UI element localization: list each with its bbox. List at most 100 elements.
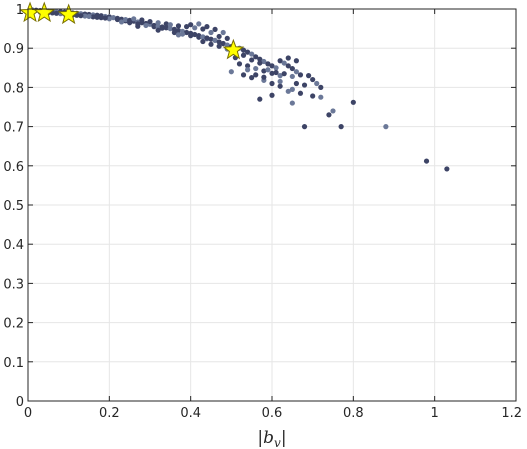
scatter-point: [143, 22, 149, 29]
scatter-point: [147, 18, 153, 25]
y-tick-label: 0: [16, 395, 24, 410]
y-tick-label: 0.1: [3, 356, 24, 371]
scatter-point: [204, 24, 210, 30]
y-tick-label: 0.8: [3, 81, 24, 96]
scatter-point: [273, 69, 279, 76]
scatter-point: [310, 93, 316, 99]
scatter-point: [293, 69, 299, 75]
scatter-point: [289, 73, 295, 80]
scatter-point: [236, 61, 243, 67]
scatter-point: [285, 55, 291, 61]
scatter-point: [314, 80, 320, 87]
scatter-point: [277, 58, 283, 64]
scatter-point: [240, 52, 247, 58]
y-tick-label: 0.7: [3, 121, 24, 136]
scatter-point: [277, 83, 283, 89]
scatter-point: [82, 13, 88, 19]
scatter-point: [155, 23, 161, 29]
scatter-point: [212, 37, 218, 43]
x-tick-label: 0.6: [262, 406, 283, 421]
scatter-point: [306, 73, 312, 79]
scatter-point: [94, 14, 100, 20]
x-tick-label: 0.4: [180, 406, 201, 421]
scatter-point: [139, 17, 145, 23]
scatter-point: [350, 99, 356, 105]
scatter-point: [269, 92, 275, 98]
scatter-point: [257, 56, 263, 62]
scatter-point: [261, 68, 267, 74]
scatter-point: [86, 13, 92, 20]
scatter-point: [220, 29, 226, 36]
scatter-point: [318, 94, 324, 100]
scatter-point: [240, 47, 247, 53]
scatter-point: [285, 63, 291, 69]
scatter-point: [188, 33, 194, 39]
scatter-point: [245, 63, 251, 69]
scatter-point: [167, 22, 173, 28]
scatter-point: [208, 41, 214, 47]
axis-tick-labels: 0 0.2 0.4 0.6 0.8 1 1.2 0 0.1 0.2 0.3 0.4 0.5 0.6 0.7 0…: [3, 3, 522, 421]
x-tick-label: 1.2: [501, 406, 522, 421]
star-marker: [33, 1, 56, 23]
y-tick-label: 0.4: [3, 238, 24, 253]
scatter-point: [249, 51, 255, 57]
scatter-point: [245, 49, 251, 55]
scatter-point: [200, 34, 206, 40]
x-axis-label: |bv|: [257, 428, 286, 449]
scatter-point: [106, 16, 112, 22]
scatter-point: [216, 43, 222, 49]
scatter-point: [188, 22, 194, 28]
scatter-point: [171, 29, 177, 36]
scatter-point: [383, 124, 389, 130]
scatter-point: [257, 60, 263, 66]
scatter-point: [265, 67, 271, 73]
scatter-point: [212, 26, 218, 32]
scatter-point: [301, 82, 308, 88]
scatter-point: [297, 72, 304, 78]
scatter-point: [184, 29, 190, 36]
star-marker: [222, 38, 245, 60]
y-tick-label: 0.9: [3, 42, 24, 57]
scatter-point: [53, 10, 60, 16]
scatter-point: [261, 74, 267, 80]
scatter-point: [253, 65, 259, 72]
scatter-point: [200, 26, 206, 32]
scatter-point: [196, 33, 202, 39]
scatter-point: [293, 80, 299, 87]
scatter-point: [175, 27, 182, 34]
scatter-point: [289, 65, 295, 72]
scatter-point: [98, 15, 104, 21]
scatter-point: [118, 19, 125, 25]
scatter-point: [192, 31, 198, 38]
scatter-point: [228, 69, 234, 75]
scatter-point: [277, 78, 283, 85]
scatter-point: [318, 84, 324, 90]
scatter-point: [208, 36, 214, 42]
scatter-point: [127, 20, 133, 26]
scatter-point: [444, 166, 450, 172]
scatter-point: [216, 39, 222, 45]
scatter-point: [245, 67, 251, 73]
scatter-point: [338, 124, 344, 130]
x-tick-label: 1: [431, 406, 439, 421]
scatter-point: [175, 32, 182, 38]
scatter-point: [135, 23, 141, 29]
scatter-point: [265, 61, 271, 67]
scatter-point: [163, 21, 169, 27]
data-points: [19, 1, 450, 172]
scatter-point: [253, 72, 259, 78]
scatter-point: [289, 100, 295, 106]
scatter-point: [123, 16, 129, 23]
scatter-point: [301, 124, 308, 130]
x-tick-label: 0: [24, 406, 32, 421]
scatter-point: [200, 38, 206, 45]
scatter-point: [208, 29, 214, 36]
y-tick-label: 1: [16, 3, 24, 18]
scatter-point: [281, 60, 287, 66]
scatter-point: [269, 63, 275, 69]
scatter-point: [253, 54, 259, 60]
scatter-point: [310, 76, 316, 83]
scatter-point: [114, 15, 121, 22]
x-tick-label: 0.2: [99, 406, 120, 421]
